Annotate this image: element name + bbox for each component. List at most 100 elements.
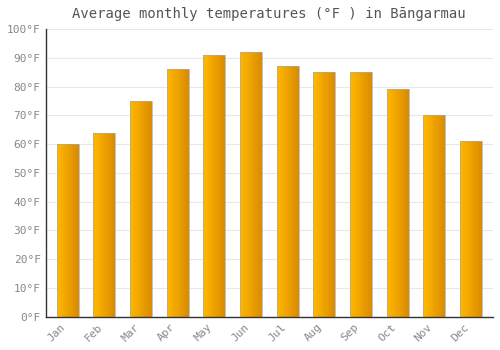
Bar: [442, 116, 443, 317]
Bar: [181, 69, 182, 317]
Bar: [110, 133, 111, 317]
Bar: [248, 52, 249, 317]
Bar: [138, 101, 139, 317]
Bar: [58, 144, 59, 317]
Bar: [358, 72, 359, 317]
Bar: [396, 90, 398, 317]
Bar: [223, 55, 224, 317]
Bar: [443, 116, 444, 317]
Bar: [210, 55, 211, 317]
Bar: [351, 72, 352, 317]
Bar: [408, 90, 409, 317]
Bar: [394, 90, 396, 317]
Bar: [319, 72, 320, 317]
Bar: [141, 101, 142, 317]
Bar: [424, 116, 426, 317]
Bar: [461, 141, 462, 317]
Bar: [368, 72, 369, 317]
Bar: [388, 90, 389, 317]
Bar: [214, 55, 216, 317]
Bar: [291, 66, 292, 317]
Bar: [328, 72, 330, 317]
Bar: [441, 116, 442, 317]
Bar: [174, 69, 176, 317]
Bar: [184, 69, 186, 317]
Bar: [94, 133, 96, 317]
Bar: [222, 55, 223, 317]
Bar: [172, 69, 174, 317]
Bar: [212, 55, 214, 317]
Bar: [150, 101, 151, 317]
Bar: [464, 141, 466, 317]
Bar: [404, 90, 406, 317]
Bar: [258, 52, 260, 317]
Bar: [323, 72, 324, 317]
Bar: [460, 141, 461, 317]
Bar: [170, 69, 171, 317]
Bar: [70, 144, 71, 317]
Bar: [221, 55, 222, 317]
Bar: [72, 144, 73, 317]
Bar: [216, 55, 218, 317]
Bar: [132, 101, 134, 317]
Bar: [361, 72, 362, 317]
Bar: [370, 72, 371, 317]
Bar: [389, 90, 390, 317]
Bar: [440, 116, 441, 317]
Bar: [59, 144, 60, 317]
Bar: [249, 52, 250, 317]
Bar: [171, 69, 172, 317]
Bar: [254, 52, 256, 317]
Bar: [63, 144, 64, 317]
Bar: [479, 141, 480, 317]
Bar: [391, 90, 392, 317]
Bar: [113, 133, 114, 317]
Bar: [106, 133, 108, 317]
Bar: [466, 141, 468, 317]
Bar: [386, 90, 408, 317]
Bar: [331, 72, 332, 317]
Bar: [350, 72, 372, 317]
Bar: [292, 66, 293, 317]
Bar: [73, 144, 74, 317]
Bar: [428, 116, 429, 317]
Bar: [432, 116, 434, 317]
Bar: [320, 72, 321, 317]
Bar: [438, 116, 439, 317]
Bar: [204, 55, 206, 317]
Bar: [314, 72, 336, 317]
Bar: [220, 55, 221, 317]
Bar: [140, 101, 141, 317]
Bar: [144, 101, 146, 317]
Bar: [434, 116, 436, 317]
Bar: [206, 55, 208, 317]
Bar: [398, 90, 399, 317]
Bar: [460, 141, 482, 317]
Bar: [112, 133, 113, 317]
Bar: [182, 69, 183, 317]
Bar: [143, 101, 144, 317]
Bar: [218, 55, 219, 317]
Bar: [61, 144, 62, 317]
Bar: [352, 72, 354, 317]
Bar: [281, 66, 282, 317]
Bar: [68, 144, 70, 317]
Bar: [146, 101, 148, 317]
Bar: [131, 101, 132, 317]
Bar: [286, 66, 288, 317]
Bar: [356, 72, 358, 317]
Bar: [62, 144, 63, 317]
Bar: [278, 66, 279, 317]
Bar: [209, 55, 210, 317]
Bar: [354, 72, 356, 317]
Bar: [324, 72, 326, 317]
Bar: [166, 69, 188, 317]
Bar: [280, 66, 281, 317]
Bar: [178, 69, 179, 317]
Bar: [386, 90, 388, 317]
Bar: [290, 66, 291, 317]
Bar: [392, 90, 394, 317]
Bar: [93, 133, 94, 317]
Bar: [148, 101, 150, 317]
Bar: [180, 69, 181, 317]
